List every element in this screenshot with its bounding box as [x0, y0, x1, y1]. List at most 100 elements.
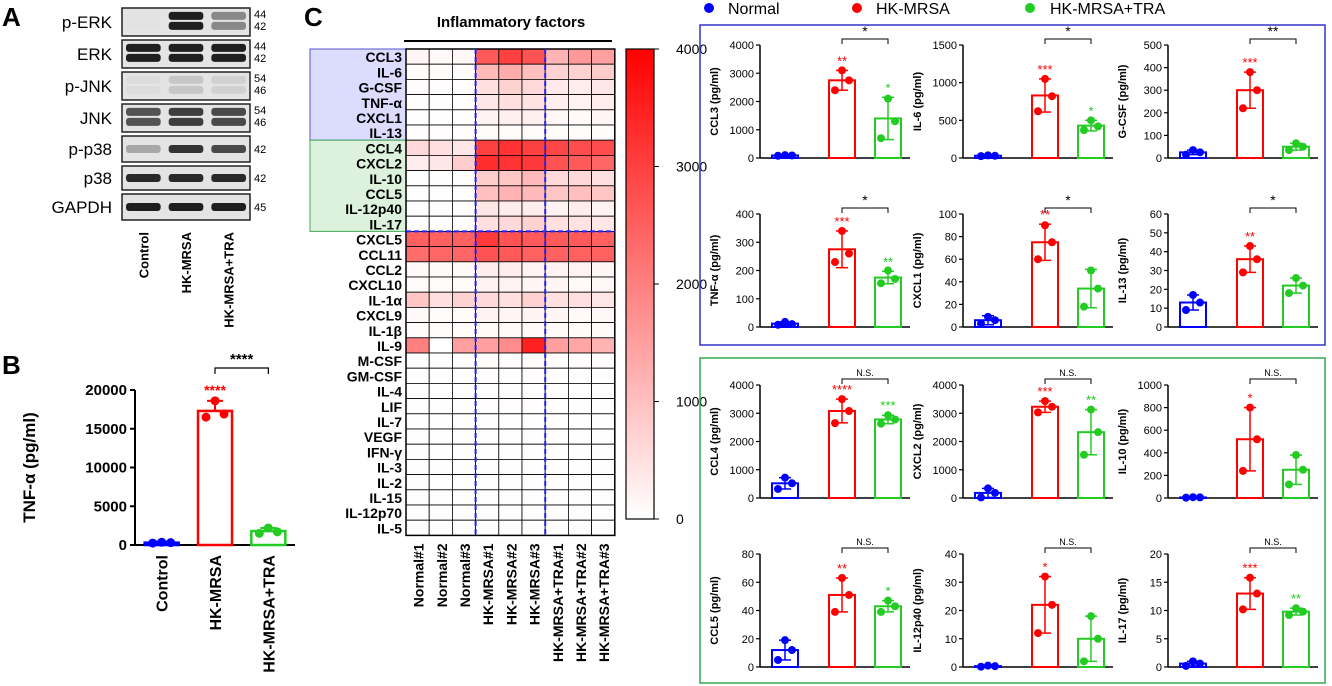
data-point: [1034, 408, 1042, 417]
heatmap-cell: [475, 398, 500, 415]
heatmap-row-label: CXCL5: [356, 232, 402, 248]
data-point: [201, 412, 211, 422]
blot-band: [211, 85, 246, 94]
heatmap-border: [405, 48, 616, 537]
data-point: [1087, 612, 1095, 621]
heatmap-cell: [521, 428, 546, 445]
heatmap-cell: [498, 109, 523, 126]
heatmap-cell: [428, 458, 453, 475]
heatmap-cell: [475, 109, 500, 126]
significance-bracket: [1249, 207, 1297, 213]
data-point: [891, 602, 899, 611]
heatmap-cell: [475, 382, 500, 399]
blot-band: [168, 203, 204, 211]
heatmap-cell: [475, 291, 500, 308]
heatmap-cell: [544, 428, 569, 445]
significance-stars: ***: [880, 398, 895, 413]
data-point: [838, 66, 846, 75]
y-tick-label: 200: [1144, 470, 1162, 482]
heatmap-cell: [544, 382, 569, 399]
heatmap-cell: [544, 413, 569, 430]
heatmap-cell: [498, 428, 523, 445]
heatmap-cell: [544, 291, 569, 308]
heatmap-cell: [568, 79, 593, 96]
blot-lane-label: HK-MRSA+TRA: [222, 231, 237, 327]
heatmap-cell: [428, 367, 453, 384]
heatmap-cell: [591, 215, 616, 232]
blot-mw-label: 42: [254, 144, 266, 156]
y-axis-label: IL-13 (pg/ml): [1117, 237, 1129, 303]
data-point: [1048, 600, 1056, 609]
data-point: [1253, 589, 1261, 598]
blot-band: [126, 75, 161, 84]
significance-stars: ***: [1242, 55, 1257, 70]
y-axis-label: CCL3 (pg/ml): [709, 67, 721, 136]
heatmap-cell: [544, 139, 569, 156]
heatmap-cell: [544, 215, 569, 232]
heatmap-cell: [428, 94, 453, 111]
heatmap-row-label: IL-13: [369, 125, 402, 141]
heatmap-cell: [475, 276, 500, 293]
significance-stars: ***: [1037, 62, 1052, 77]
data-point: [1292, 139, 1300, 148]
y-tick-label: 600: [1144, 425, 1162, 437]
blot-band: [126, 145, 161, 153]
data-point: [1246, 68, 1254, 77]
data-point: [884, 94, 892, 103]
data-point: [1285, 480, 1293, 489]
blot-band: [211, 75, 246, 84]
heatmap-cell: [591, 109, 616, 126]
significance-bracket: [841, 207, 889, 213]
heatmap-col-label: HK-MRSA#1: [480, 543, 496, 625]
heatmap-cell: [428, 428, 453, 445]
significance-bracket: [1044, 38, 1092, 44]
bracket-label: N.S.: [1264, 368, 1282, 378]
data-point: [891, 117, 899, 126]
y-axis-label: IL-12p40 (pg/ml): [912, 568, 924, 653]
data-point: [1182, 306, 1190, 315]
y-axis-label: CCL5 (pg/ml): [709, 576, 721, 645]
heatmap-cell: [428, 170, 453, 187]
legend: Normal HK-MRSA HK-MRSA+TRA: [704, 1, 1165, 18]
blot-lane-label: HK-MRSA: [179, 231, 194, 293]
y-tick-label: 10: [945, 634, 957, 646]
y-tick-label: 20: [742, 634, 754, 646]
heatmap-cell: [498, 291, 523, 308]
y-tick-label: 60: [945, 254, 957, 266]
heatmap-col-label: HK-MRSA+TRA#2: [573, 543, 589, 662]
y-axis-label: IL-6 (pg/ml): [912, 72, 924, 132]
heatmap-cell: [451, 367, 476, 384]
x-tick-label: Control: [155, 555, 172, 612]
heatmap-cell: [591, 504, 616, 521]
y-tick-label: 1000: [730, 125, 754, 137]
data-point: [845, 76, 853, 85]
significance-stars: **: [1245, 229, 1255, 244]
data-point: [1041, 397, 1049, 406]
heatmap-cell: [568, 48, 593, 65]
heatmap-col-label: HK-MRSA#3: [527, 543, 543, 625]
blot-band: [126, 117, 161, 126]
tnf-alpha-bar-chart: 0 5000 10000 15000 20000 TNF-α (pg/ml) Control…: [20, 351, 295, 673]
heatmap-cell: [475, 124, 500, 141]
heatmap-cell: [568, 276, 593, 293]
heatmap-cell: [475, 79, 500, 96]
heatmap-cell: [405, 246, 430, 263]
heatmap-cell: [498, 185, 523, 202]
significance-bracket: [1044, 207, 1092, 213]
heatmap-cell: [498, 504, 523, 521]
heatmap-cell: [498, 48, 523, 65]
y-tick-label: 0: [951, 493, 957, 505]
heatmap-cell: [451, 519, 476, 536]
heatmap-cell: [451, 63, 476, 80]
blot-band: [211, 53, 246, 62]
heatmap-cell: [591, 474, 616, 491]
data-point: [1292, 451, 1300, 460]
y-tick-label: 10000: [85, 460, 127, 477]
y-tick-label: 60: [1150, 209, 1162, 221]
heatmap-cell: [568, 185, 593, 202]
heatmap-cell: [521, 215, 546, 232]
significance-stars: ****: [204, 382, 226, 398]
heatmap-cell: [428, 382, 453, 399]
